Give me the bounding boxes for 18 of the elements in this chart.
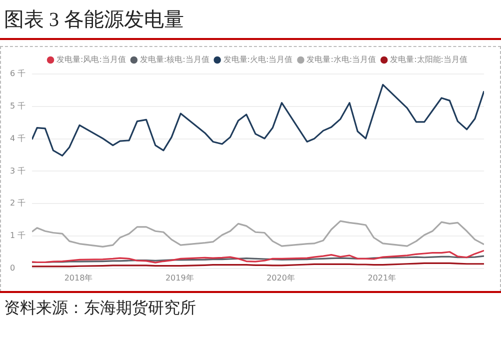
y-tick-label: 4 千 (10, 134, 26, 143)
text: 资料来源：东海期货研究所 (4, 298, 196, 319)
y-tick-label: 1 千 (10, 231, 26, 240)
chart-title: 图表 3 各能源发电量 (4, 8, 184, 33)
y-tick-label: 0 (10, 263, 16, 272)
x-tick-label: 2019年 (165, 273, 194, 282)
legend-label: 发电量:火电:当月值 (223, 55, 293, 64)
legend-label: 发电量:核电:当月值 (140, 55, 210, 64)
x-tick-label: 2021年 (368, 273, 396, 282)
legend-label: 发电量:水电:当月值 (306, 55, 376, 64)
x-tick-label: 2020年 (266, 273, 295, 282)
y-tick-label: 6 千 (10, 69, 26, 78)
y-tick-label: 5 千 (10, 101, 26, 110)
legend-label: 发电量:太阳能:当月值 (390, 55, 468, 64)
x-tick-label: 2018年 (64, 273, 93, 282)
legend-label: 发电量:风电:当月值 (56, 55, 126, 64)
y-tick-label: 2 千 (10, 198, 26, 208)
y-tick-label: 3 千 (10, 166, 26, 176)
